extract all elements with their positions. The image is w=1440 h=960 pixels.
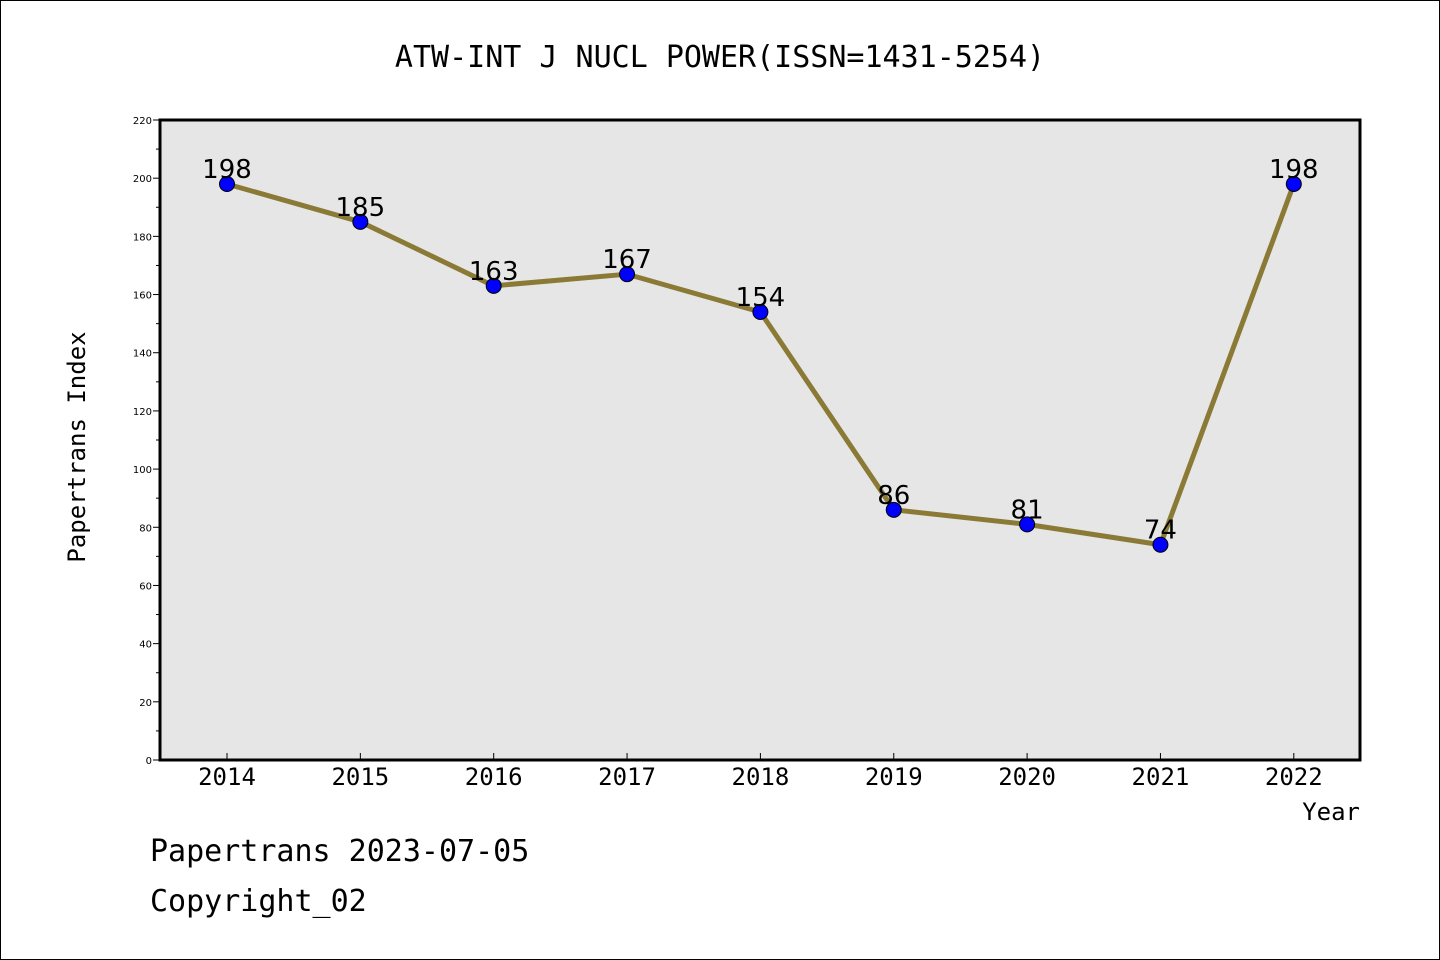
data-label: 185 xyxy=(336,193,386,223)
y-tick-label: 60 xyxy=(139,581,152,592)
plot-border xyxy=(158,118,1362,762)
data-point-marker xyxy=(219,176,235,192)
data-point-marker xyxy=(885,501,902,518)
x-axis-ticks: 2014 2015 2016 2017 2018 2019 2020 2021 2022 xyxy=(198,753,1323,791)
y-tick-label: 180 xyxy=(133,232,152,243)
y-axis-label: Papertrans Index xyxy=(63,331,91,562)
data-point-marker xyxy=(352,213,369,230)
x-tick-label: 2015 xyxy=(331,763,389,791)
footer-copyright-text: Copyright_02 xyxy=(150,884,367,919)
x-tick-label: 2022 xyxy=(1265,763,1323,791)
y-tick-label: 40 xyxy=(139,640,152,651)
data-point-marker xyxy=(1285,176,1302,192)
x-tick-label: 2019 xyxy=(865,763,923,791)
data-label: 167 xyxy=(602,245,652,275)
y-axis-ticks: 0 20 40 60 80 100 120 140 160 180 200 220 xyxy=(133,116,160,767)
data-point-marker xyxy=(619,266,636,283)
chart-title: ATW-INT J NUCL POWER(ISSN=1431-5254) xyxy=(395,40,1045,75)
y-tick-label: 160 xyxy=(133,291,152,302)
data-point-marker xyxy=(485,277,502,294)
data-label: 81 xyxy=(1011,495,1044,525)
x-tick-label: 2017 xyxy=(598,763,656,791)
data-point-marker xyxy=(1152,536,1169,553)
data-point-marker xyxy=(1019,516,1036,533)
data-label: 74 xyxy=(1144,516,1177,546)
data-label: 154 xyxy=(736,283,786,313)
series-papertrans-index: 198 185 163 167 154 86 81 74 198 xyxy=(202,155,1319,553)
data-label: 198 xyxy=(202,155,252,185)
x-tick-label: 2014 xyxy=(198,763,256,791)
x-tick-label: 2018 xyxy=(732,763,790,791)
data-point-marker xyxy=(752,304,769,320)
x-tick-label: 2021 xyxy=(1132,763,1190,791)
y-tick-label: 200 xyxy=(133,174,152,185)
y-tick-label: 220 xyxy=(133,116,152,127)
y-tick-label: 0 xyxy=(146,756,152,767)
y-tick-label: 20 xyxy=(139,698,152,709)
y-tick-label: 120 xyxy=(133,407,152,418)
x-tick-label: 2016 xyxy=(465,763,523,791)
x-axis-label: Year xyxy=(1302,798,1360,826)
y-tick-label: 80 xyxy=(139,523,152,534)
data-label: 163 xyxy=(469,257,519,287)
x-tick-label: 2020 xyxy=(998,763,1056,791)
y-tick-label: 140 xyxy=(133,349,152,360)
footer-date-text: Papertrans 2023-07-05 xyxy=(150,834,530,869)
y-tick-label: 100 xyxy=(133,465,152,476)
data-label: 86 xyxy=(877,481,910,511)
data-label: 198 xyxy=(1269,155,1319,185)
